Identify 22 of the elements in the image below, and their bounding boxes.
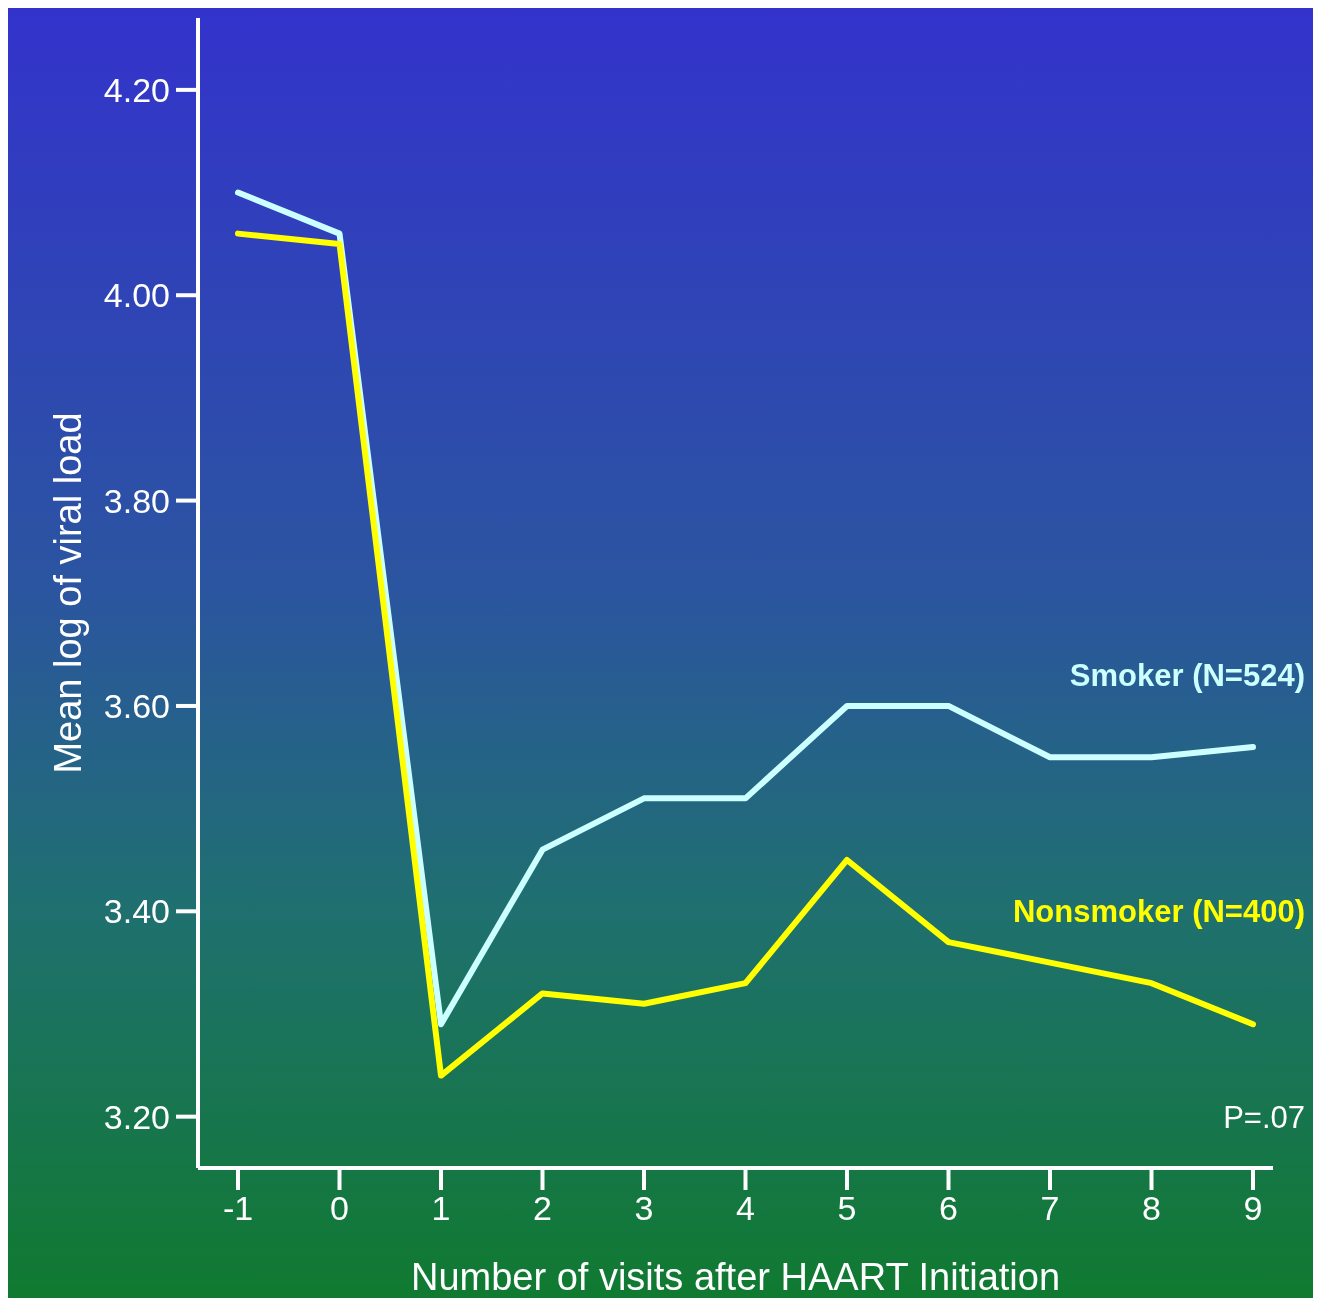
x-tick-label: 1 bbox=[431, 1189, 451, 1228]
x-tick-label: 6 bbox=[939, 1189, 958, 1228]
annotation: P=.07 bbox=[1223, 1100, 1305, 1136]
y-tick-label: 3.80 bbox=[103, 481, 170, 520]
y-tick-label: 4.20 bbox=[103, 70, 170, 109]
y-tick-label: 3.20 bbox=[103, 1097, 170, 1136]
x-tick-label: 3 bbox=[634, 1189, 654, 1228]
x-tick-label: 5 bbox=[837, 1189, 857, 1228]
x-tick-label: 2 bbox=[533, 1189, 552, 1228]
x-tick-label: 8 bbox=[1142, 1189, 1161, 1228]
x-tick-label: -1 bbox=[222, 1189, 254, 1228]
x-tick-label: 0 bbox=[330, 1189, 349, 1228]
x-tick-label: 7 bbox=[1040, 1189, 1060, 1228]
x-axis-title: Number of visits after HAART Initiation bbox=[410, 1256, 1061, 1298]
series-label: Nonsmoker (N=400) bbox=[1012, 894, 1305, 930]
y-tick-label: 3.40 bbox=[103, 892, 170, 931]
x-tick-label: 9 bbox=[1243, 1189, 1263, 1228]
y-axis-title: Mean log of viral load bbox=[47, 412, 90, 774]
y-tick-label: 4.00 bbox=[103, 276, 170, 315]
text: Smoker (N=524) bbox=[1069, 657, 1305, 693]
x-tick-label: 4 bbox=[736, 1189, 755, 1228]
y-tick-label: 3.60 bbox=[103, 687, 170, 726]
